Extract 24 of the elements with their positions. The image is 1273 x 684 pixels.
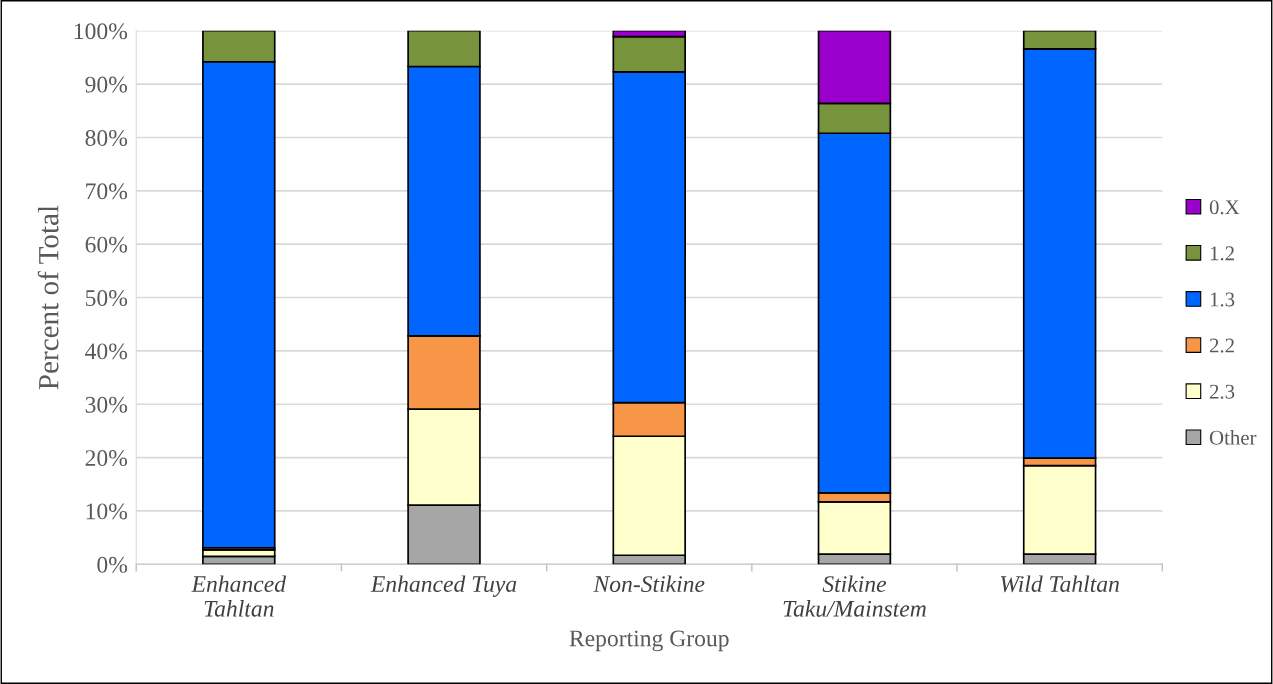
x-tick-label: Enhanced Tahltan	[191, 575, 287, 617]
legend-label: 1.3	[1210, 292, 1235, 307]
y-tick-label: 100%	[74, 23, 128, 40]
legend-label: Other	[1209, 430, 1257, 445]
x-tick-label: Stikine Taku/Mainstem	[783, 575, 926, 617]
x-tick-label: Enhanced Tuya	[370, 575, 517, 597]
legend-label: 0.X	[1209, 200, 1240, 215]
y-axis-title: Percent of Total	[37, 205, 59, 390]
y-tick-label: 90%	[85, 76, 128, 93]
y-tick-label: 50%	[85, 290, 128, 307]
x-axis-title: Reporting Group	[569, 630, 729, 652]
legend-label: 1.2	[1210, 246, 1234, 261]
y-tick-label: 80%	[85, 129, 128, 146]
x-tick-label: Non-Stikine	[593, 575, 705, 593]
y-tick-label: 0%	[97, 556, 128, 573]
legend-label: 2.3	[1209, 384, 1235, 399]
y-tick-label: 30%	[85, 396, 128, 413]
legend-label: 2.2	[1209, 338, 1234, 353]
y-tick-label: 60%	[85, 236, 128, 253]
x-tick-label: Wild Tahltan	[1000, 575, 1119, 593]
y-tick-label: 10%	[86, 503, 128, 520]
y-tick-label: 20%	[85, 450, 128, 467]
y-tick-label: 70%	[86, 183, 128, 200]
y-tick-label: 40%	[85, 343, 128, 360]
